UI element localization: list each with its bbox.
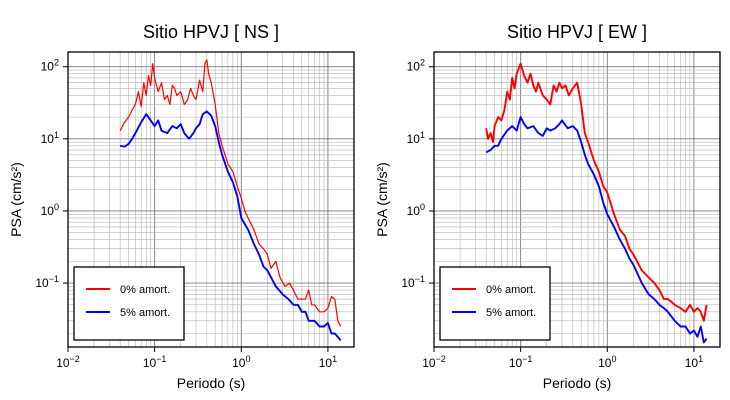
- legend-label: 5% amort.: [120, 307, 170, 319]
- y-tick-label: 101: [407, 130, 425, 146]
- x-tick-label: 101: [685, 354, 703, 370]
- x-axis-label: Periodo (s): [543, 375, 611, 391]
- chart-1: 10−2 10−1 100 101 10−1 100 101 102 Sitio HPVJ [ …: [374, 22, 721, 391]
- series-line-amort-0: [119, 59, 342, 327]
- y-tick-label: 10−1: [401, 274, 425, 290]
- y-tick-label: 100: [41, 202, 59, 218]
- y-tick-label: 101: [41, 130, 59, 146]
- series-line-amort-5: [485, 116, 708, 344]
- y-axis-label: PSA (cm/s²): [374, 162, 390, 237]
- legend-label: 5% amort.: [486, 307, 536, 319]
- grid-lines: [433, 52, 721, 347]
- legend-box: [439, 266, 551, 341]
- series-line-amort-0: [485, 62, 708, 322]
- x-tick-label: 10−1: [509, 354, 533, 370]
- legend-box: [73, 266, 185, 341]
- plot-frame: [433, 51, 721, 348]
- x-tick-label: 101: [319, 354, 337, 370]
- y-tick-label: 100: [407, 202, 425, 218]
- y-axis-label: PSA (cm/s²): [8, 162, 24, 237]
- plot-frame: [67, 51, 355, 348]
- legend: 0% amort. 5% amort.: [73, 266, 185, 341]
- x-axis-label: Periodo (s): [177, 375, 245, 391]
- grid-lines: [67, 52, 355, 347]
- y-tick-label: 102: [407, 58, 425, 74]
- chart-title: Sitio HPVJ [ EW ]: [507, 22, 647, 42]
- x-tick-label: 10−2: [422, 354, 446, 370]
- x-tick-label: 10−2: [56, 354, 80, 370]
- y-tick-label: 102: [41, 58, 59, 74]
- x-tick-label: 100: [598, 354, 616, 370]
- x-tick-label: 100: [232, 354, 250, 370]
- chart-0: 10−2 10−1 100 101 10−1 100 101 102 Sitio HPVJ [ …: [8, 22, 355, 391]
- y-tick-label: 10−1: [35, 274, 59, 290]
- legend-label: 0% amort.: [486, 284, 536, 296]
- legend-label: 0% amort.: [120, 284, 170, 296]
- legend: 0% amort. 5% amort.: [439, 266, 551, 341]
- chart-title: Sitio HPVJ [ NS ]: [143, 22, 279, 42]
- x-tick-label: 10−1: [143, 354, 167, 370]
- series-line-amort-5: [120, 110, 342, 342]
